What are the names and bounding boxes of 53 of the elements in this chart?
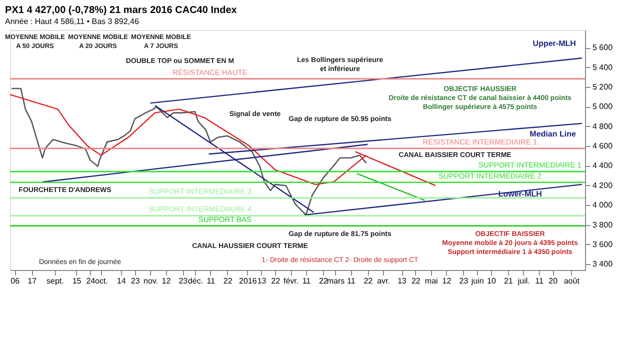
x-tick-label: 23 <box>459 276 469 286</box>
x-tick-label: 15 <box>72 276 82 286</box>
x-tick-label: avr. <box>377 276 390 286</box>
x-tick-label: 23 <box>130 276 140 286</box>
x-tick-label: 2016 <box>239 276 258 286</box>
y-tick-label: 4 200 <box>592 180 614 190</box>
x-tick-label: 12 <box>162 276 172 286</box>
y-tick-label: 5 200 <box>592 82 614 92</box>
x-tick-label: mars <box>326 276 345 286</box>
y-tick-label: 4 400 <box>592 161 614 170</box>
x-tick-label: févr. <box>284 276 299 286</box>
x-tick-label: 06 <box>10 276 20 286</box>
x-tick-label: 22 <box>364 276 374 286</box>
x-tick-label: sept. <box>46 276 64 286</box>
y-tick-label: 4 600 <box>592 142 614 151</box>
x-tick-label: 17 <box>28 276 38 286</box>
y-tick-label: 5 400 <box>592 62 614 72</box>
series-label: Median Line <box>530 129 576 138</box>
x-tick-label: 11 <box>302 276 312 286</box>
chart-subtitle: Année : Haut 4 586,11 • Bas 3 892,46 <box>5 17 140 26</box>
x-tick-label: oct. <box>95 276 108 286</box>
y-tick-label: 5 000 <box>592 102 614 112</box>
x-tick-label: 13 <box>398 276 408 286</box>
y-tick-label: 4 000 <box>592 200 614 210</box>
x-tick-label: 22 <box>411 276 421 286</box>
x-tick-label: nov. <box>144 276 158 286</box>
x-tick-label: 23 <box>178 276 188 286</box>
y-tick-label: 5 600 <box>592 43 614 52</box>
series-label: Lower-MLH <box>498 189 542 198</box>
y-tick-label: 3 400 <box>592 260 614 269</box>
x-tick-label: 13 <box>257 276 267 286</box>
x-tick-label: 10 <box>487 276 496 286</box>
x-tick-label: 22 <box>318 276 328 286</box>
x-tick-label: 11 <box>347 276 356 286</box>
x-tick-label: 21 <box>504 276 514 286</box>
x-tick-label: déc. <box>188 276 204 286</box>
x-tick-label: 22 <box>223 276 233 286</box>
y-tick-label: 4 800 <box>592 122 614 131</box>
y-tick-label: 3 800 <box>592 220 614 230</box>
x-tick-label: mai <box>424 276 438 286</box>
x-tick-label: juil. <box>516 276 530 286</box>
x-tick-label: 12 <box>442 276 452 286</box>
x-tick-label: 24 <box>86 276 96 286</box>
x-tick-label: 14 <box>117 276 126 286</box>
x-tick-label: 11 <box>206 276 216 286</box>
y-tick-label: 3 600 <box>592 240 614 249</box>
x-tick-label: juin <box>470 276 484 286</box>
x-tick-label: 20 <box>548 276 558 286</box>
series-label: Upper-MLH <box>532 39 576 48</box>
chart-title: PX1 4 427,00 (-0,78%) 21 mars 2016 CAC40 Index <box>5 5 238 16</box>
x-tick-label: 22 <box>271 276 281 286</box>
x-tick-label: août <box>564 276 580 286</box>
x-tick-label: 11 <box>535 276 544 286</box>
